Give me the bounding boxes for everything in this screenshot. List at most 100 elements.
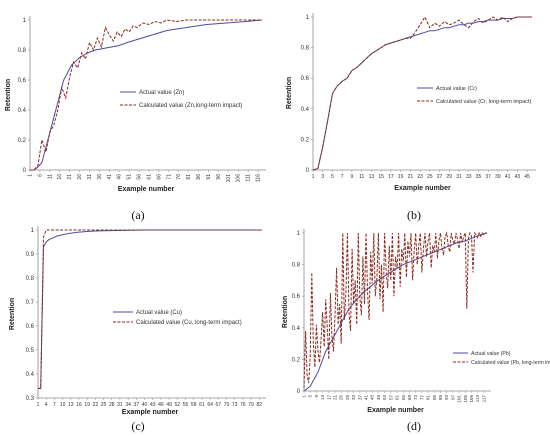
x-tick-label: 69	[407, 395, 412, 401]
x-tick-label: 28	[109, 402, 115, 408]
y-tick-label: 0	[297, 389, 301, 395]
y-tick-label: 1	[297, 231, 301, 237]
x-tick-label: 55	[183, 402, 189, 408]
y-tick-label: 0.4	[301, 107, 310, 113]
x-tick-label: 61	[199, 402, 205, 408]
x-tick-label: 41	[505, 174, 511, 180]
x-tick-label: 29	[345, 395, 350, 401]
x-tick-label: 1	[37, 402, 40, 408]
series-line-actual	[38, 229, 262, 389]
panel-label-d: (d)	[407, 419, 421, 433]
x-tick-label: 111	[246, 174, 252, 182]
x-tick-label: 79	[248, 402, 254, 408]
x-tick-label: 4	[45, 402, 48, 408]
x-tick-label: 86	[196, 174, 202, 180]
x-tick-label: 25	[101, 402, 107, 408]
x-tick-label: 61	[395, 395, 400, 401]
x-tick-label: 21	[67, 174, 73, 180]
x-tick-label: 21	[408, 174, 414, 180]
x-tick-label: 35	[476, 174, 482, 180]
x-tick-label: 77	[419, 395, 424, 401]
x-tick-label: 17	[326, 395, 331, 401]
x-axis-title: Example number	[118, 186, 175, 193]
y-tick-label: 0.6	[301, 76, 310, 82]
y-tick-label: 0.2	[292, 357, 301, 363]
legend-label-calculated: Calculated value (Cu, long-term impact)	[136, 320, 242, 326]
x-tick-label: 25	[339, 395, 344, 401]
x-tick-label: 31	[456, 174, 462, 180]
y-tick-label: 0.8	[18, 48, 27, 54]
x-tick-label: 39	[495, 174, 501, 180]
y-tick-label: 0.4	[292, 326, 301, 332]
x-tick-label: 31	[117, 402, 123, 408]
y-tick-label: 0.4	[18, 108, 27, 114]
chart-panel-b: 00.20.40.60.811 3 5 7 9 11 13 15 17 19 21 23 25 27 29 3…	[286, 13, 536, 192]
y-tick-label: 0.8	[301, 46, 310, 52]
legend-label-calculated: Calculated value (Zn,long-term impact)	[139, 103, 242, 109]
legend-label-calculated: Calculated value (Pb, long-term impact)	[471, 360, 550, 366]
x-tick-label: 57	[388, 395, 393, 401]
x-tick-label: 66	[156, 174, 162, 180]
x-tick-label: 5	[331, 174, 334, 180]
x-tick-label: 56	[137, 174, 143, 180]
y-tick-label: 0.2	[301, 137, 310, 143]
x-tick-label: 96	[216, 174, 222, 180]
y-tick-label: 0.5	[26, 348, 35, 354]
y-axis-title: Retention	[286, 77, 293, 109]
y-tick-label: 0.6	[18, 78, 27, 84]
x-tick-label: 17	[388, 174, 394, 180]
x-tick-label: 41	[364, 395, 369, 401]
x-tick-label: 3	[321, 174, 324, 180]
x-tick-label: 15	[378, 174, 384, 180]
x-tick-label: 34	[125, 402, 131, 408]
x-tick-label: 22	[93, 402, 99, 408]
y-tick-label: 1	[306, 15, 310, 21]
chart-panel-a: 00.20.40.60.811 6 11 16 21 26 31 36 41 46 51 56 61 66…	[5, 16, 266, 193]
x-tick-label: 37	[134, 402, 140, 408]
x-tick-label: 93	[444, 395, 449, 401]
x-tick-label: 81	[186, 174, 192, 180]
x-tick-label: 76	[176, 174, 182, 180]
x-tick-label: 101	[226, 174, 232, 183]
y-tick-label: 1	[31, 228, 35, 234]
x-tick-label: 13	[68, 402, 74, 408]
y-tick-label: 0.6	[26, 324, 35, 330]
x-tick-label: 85	[432, 395, 437, 401]
panel-label-c: (c)	[131, 419, 145, 433]
x-tick-label: 45	[370, 395, 375, 401]
series-line-calculated	[30, 19, 262, 171]
y-tick-label: 0.8	[26, 276, 35, 282]
chart-panel-c: 0.30.40.50.60.70.80.911 4 7 10 13 16 19 22 25 28 3…	[9, 226, 266, 416]
legend-label-actual: Actual value (Pb)	[471, 351, 511, 357]
x-tick-label: 33	[351, 395, 356, 401]
x-tick-label: 21	[333, 395, 338, 401]
x-tick-label: 36	[97, 174, 103, 180]
x-tick-label: 7	[341, 174, 344, 180]
x-tick-label: 61	[146, 174, 152, 180]
y-axis-title: Retention	[9, 298, 16, 330]
x-axis-title: Example number	[122, 409, 179, 416]
x-tick-label: 53	[382, 395, 387, 401]
x-tick-label: 67	[216, 402, 222, 408]
series-line-actual	[30, 19, 263, 171]
x-tick-label: 19	[84, 402, 90, 408]
x-tick-label: 16	[57, 174, 63, 180]
x-tick-label: 1	[312, 174, 315, 180]
x-tick-label: 9	[314, 395, 319, 398]
series-line-actual	[303, 232, 488, 392]
x-axis-title: Example number	[367, 407, 424, 414]
x-tick-label: 45	[524, 174, 530, 180]
x-tick-label: 116	[256, 174, 262, 182]
x-tick-label: 43	[515, 174, 521, 180]
x-tick-label: 23	[417, 174, 423, 180]
x-tick-label: 40	[142, 402, 148, 408]
series-line-calculated	[38, 229, 262, 389]
x-tick-label: 16	[76, 402, 82, 408]
x-tick-label: 65	[401, 395, 406, 401]
legend-label-actual: Actual value (Cr)	[436, 86, 477, 92]
x-tick-label: 27	[437, 174, 443, 180]
series-line-calculated	[303, 231, 487, 388]
x-tick-label: 6	[37, 174, 43, 177]
x-tick-label: 49	[376, 395, 381, 401]
